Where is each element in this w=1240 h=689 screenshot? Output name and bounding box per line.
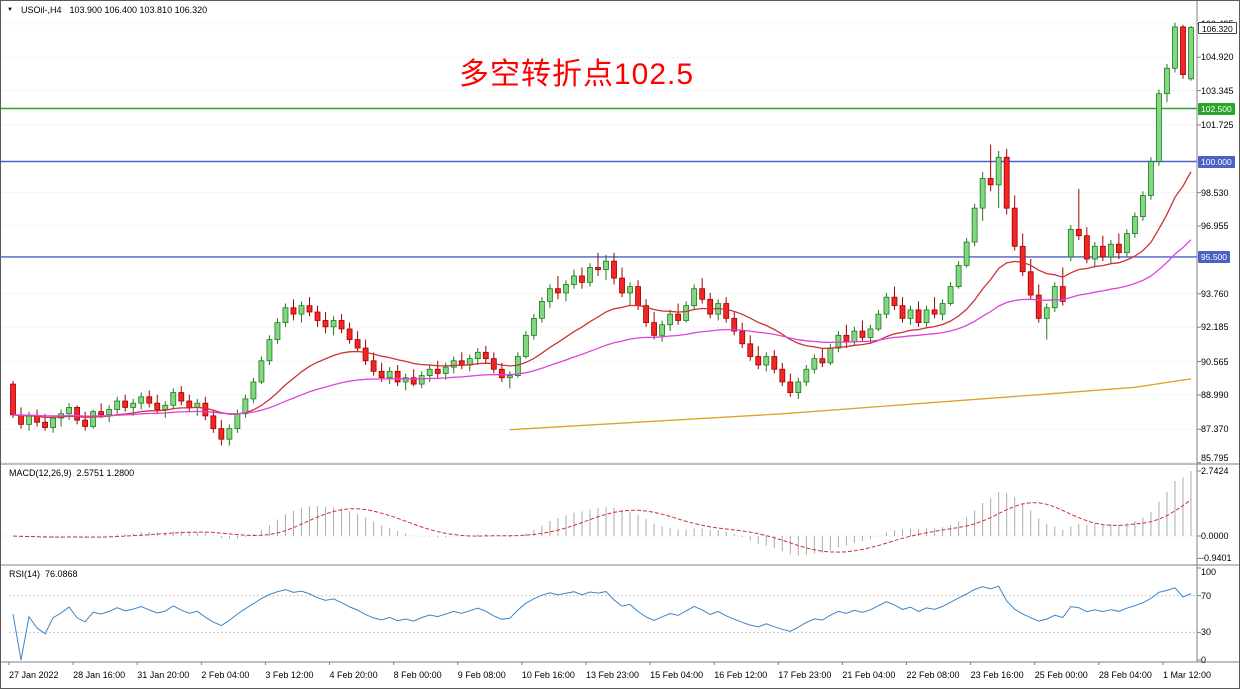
time-axis-label: 10 Feb 16:00 — [521, 670, 575, 680]
time-axis-label: 4 Feb 20:00 — [329, 670, 378, 680]
time-axis-label: 21 Feb 04:00 — [842, 670, 896, 680]
time-axis-label: 23 Feb 16:00 — [970, 670, 1024, 680]
rsi-line — [12, 585, 1192, 661]
symbol-dropdown-icon[interactable]: ▼ — [7, 6, 13, 13]
time-axis-label: 3 Feb 12:00 — [265, 670, 314, 680]
ohlc-values: 103.900 106.400 103.810 106.320 — [69, 5, 208, 15]
time-axis-label: 16 Feb 12:00 — [714, 670, 768, 680]
macd-indicator-label: MACD(12,26,9) 2.5751 1.2800 — [9, 468, 134, 478]
time-axis[interactable]: 27 Jan 2022 28 Jan 16:00 31 Jan 20:00 2 Feb… — [1, 667, 1239, 688]
symbol-timeframe-label: USOil-,H4 — [20, 5, 62, 15]
ma-line-mid-magenta — [12, 239, 1192, 417]
level-lines-layer[interactable] — [1, 107, 1197, 258]
candlesticks-layer — [10, 22, 1194, 446]
time-axis-label: 9 Feb 08:00 — [457, 670, 506, 680]
time-axis-label: 15 Feb 04:00 — [650, 670, 704, 680]
time-axis-label: 8 Feb 00:00 — [393, 670, 442, 680]
time-axis-label: 31 Jan 20:00 — [137, 670, 190, 680]
rsi-indicator-value: 76.0868 — [45, 569, 78, 579]
symbol-info-bar: ▼ USOil-,H4 103.900 106.400 103.810 106.… — [7, 5, 207, 15]
ma-line-slow-orange — [509, 378, 1192, 431]
time-axis-label: 27 Jan 2022 — [9, 670, 59, 680]
time-axis-label: 28 Jan 16:00 — [73, 670, 126, 680]
macd-signal-line — [12, 499, 1192, 553]
rsi-indicator-label: RSI(14) 76.0868 — [9, 569, 78, 579]
time-axis-label: 17 Feb 23:00 — [778, 670, 832, 680]
ma-line-fast-red — [12, 171, 1192, 419]
rsi-indicator-name: RSI(14) — [9, 569, 41, 579]
time-axis-label: 1 Mar 12:00 — [1162, 670, 1211, 680]
chart-annotation-text: 多空转折点102.5 — [459, 58, 695, 91]
price-grid-layer — [1, 23, 1197, 464]
macd-histogram-layer — [20, 471, 1192, 556]
time-axis-label: 25 Feb 00:00 — [1034, 670, 1088, 680]
time-axis-label: 22 Feb 08:00 — [906, 670, 960, 680]
time-axis-label: 2 Feb 04:00 — [201, 670, 250, 680]
time-axis-label: 13 Feb 23:00 — [585, 670, 640, 680]
macd-indicator-name: MACD(12,26,9) — [9, 468, 72, 478]
macd-indicator-values: 2.5751 1.2800 — [76, 468, 135, 478]
time-axis-label: 28 Feb 04:00 — [1098, 670, 1152, 680]
